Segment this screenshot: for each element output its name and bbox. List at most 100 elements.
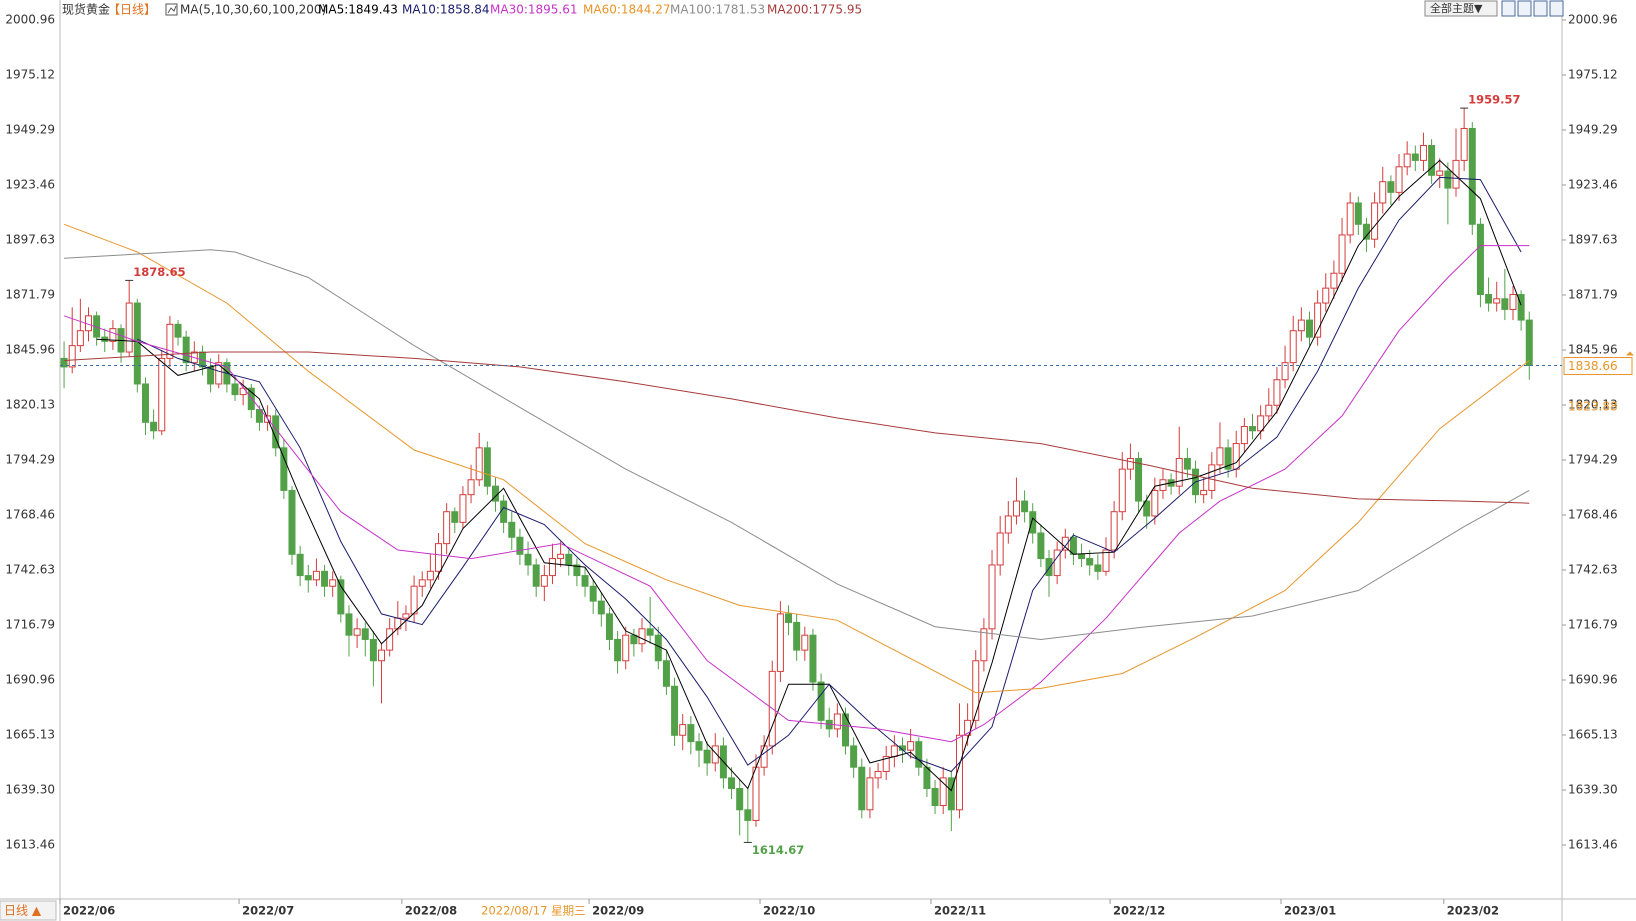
extreme-label: 1959.57 <box>1468 93 1520 107</box>
y-tick-label-right: 1639.30 <box>1568 782 1618 796</box>
candle-body <box>280 447 288 491</box>
candle-body <box>882 756 890 772</box>
ma-line <box>63 223 1530 694</box>
candle-body <box>182 336 190 364</box>
y-tick-label-left: 1871.79 <box>5 287 55 301</box>
candle-body <box>1232 443 1240 470</box>
candle-body <box>1476 223 1484 296</box>
candle-body <box>687 724 695 743</box>
ma-line <box>137 176 1522 773</box>
theme-button[interactable] <box>1424 0 1498 17</box>
candle-body <box>874 770 882 779</box>
candle-body <box>1257 415 1265 432</box>
candle-body <box>622 634 630 662</box>
candle-body <box>247 387 255 411</box>
extreme-label: 1878.65 <box>133 265 185 279</box>
candle-body <box>1517 294 1525 321</box>
toolbar-icons[interactable] <box>1501 0 1564 17</box>
candle-body <box>589 585 597 602</box>
candle-body <box>1509 294 1517 310</box>
candle-body <box>931 787 939 807</box>
candle-body <box>109 328 117 342</box>
candle-body <box>435 543 443 572</box>
x-tick-label: 2022/10 <box>763 904 815 918</box>
icon-next[interactable] <box>1533 0 1548 17</box>
candle-body <box>141 383 149 423</box>
candle-body <box>1419 144 1427 161</box>
candle-body <box>1338 234 1346 274</box>
candle-body <box>369 638 377 662</box>
y-tick-label-right: 2000.96 <box>1568 12 1618 26</box>
ma-icon[interactable] <box>165 3 178 16</box>
y-tick-label-right: 1768.46 <box>1568 507 1618 521</box>
candle-body <box>443 511 451 545</box>
icon-split[interactable] <box>1517 0 1532 17</box>
candle-body <box>964 719 972 736</box>
candle-body <box>1305 319 1313 338</box>
candle-body <box>1029 511 1037 534</box>
candle-body <box>809 634 817 683</box>
y-tick-label-right: 1690.96 <box>1568 672 1618 686</box>
ma-settings[interactable]: MA(5,10,30,60,100,200) <box>180 3 326 17</box>
candle-body <box>1297 319 1305 332</box>
candle-body <box>605 613 613 640</box>
candle-body <box>76 330 84 347</box>
candle-body <box>1183 457 1191 470</box>
y-tick-label-left: 2000.96 <box>5 12 55 26</box>
candle-body <box>980 628 988 662</box>
candle-body <box>1428 144 1436 176</box>
candle-body <box>915 741 923 768</box>
candle-body <box>255 409 263 423</box>
candle-body <box>524 553 532 566</box>
candle-body <box>695 741 703 751</box>
candle-body <box>1151 489 1159 517</box>
candle-body <box>321 570 329 587</box>
candle-body <box>1126 457 1134 470</box>
current-price-arrow <box>1626 351 1634 356</box>
icon-prev[interactable] <box>1549 0 1564 17</box>
candle-body <box>60 357 68 368</box>
candle-body <box>426 570 434 581</box>
candle-body <box>955 734 963 811</box>
legend-entry: MA60:1844.27 <box>583 3 671 17</box>
y-tick-label-left: 1949.29 <box>5 122 55 136</box>
candle-body <box>1281 362 1289 381</box>
cursor-date: 2022/08/17 星期三 <box>481 904 585 918</box>
y-tick-label-right: 1794.29 <box>1568 452 1618 466</box>
candle-body <box>1322 287 1330 304</box>
candle-body <box>573 564 581 577</box>
price-note: 1823.88 <box>1568 399 1618 413</box>
candle-body <box>532 564 540 587</box>
icon-zoom[interactable] <box>1501 0 1516 17</box>
period-button-text[interactable]: 日线 ▲ <box>4 904 42 918</box>
candle-body <box>736 787 744 811</box>
y-tick-label-left: 1923.46 <box>5 177 55 191</box>
candle-body <box>1265 404 1273 417</box>
candle-body <box>760 745 768 768</box>
candle-body <box>1012 500 1020 517</box>
candle-body <box>1452 159 1460 189</box>
candle-body <box>1135 457 1143 502</box>
y-tick-label-left: 1975.12 <box>5 67 55 81</box>
theme-button-text[interactable]: 全部主题▼ <box>1430 1 1483 15</box>
candle-body <box>1216 447 1224 466</box>
period-button[interactable] <box>0 900 57 921</box>
candle-body <box>1045 558 1053 577</box>
x-tick-label: 2022/09 <box>592 904 644 918</box>
candle-body <box>711 745 719 764</box>
candle-body <box>158 357 166 432</box>
candle-body <box>988 564 996 630</box>
candle-body <box>866 777 874 811</box>
cursor-date-bg <box>479 902 588 919</box>
candle-body <box>1289 330 1297 364</box>
candle-body <box>858 766 866 811</box>
candle-body <box>557 553 565 560</box>
candle-body <box>1078 553 1086 560</box>
y-tick-label-left: 1613.46 <box>5 838 55 852</box>
candle-body <box>801 634 809 651</box>
candle-body <box>630 634 638 645</box>
y-tick-label-left: 1690.96 <box>5 672 55 686</box>
candle-body <box>231 383 239 396</box>
candle-body <box>296 553 304 577</box>
candle-body <box>850 745 858 768</box>
